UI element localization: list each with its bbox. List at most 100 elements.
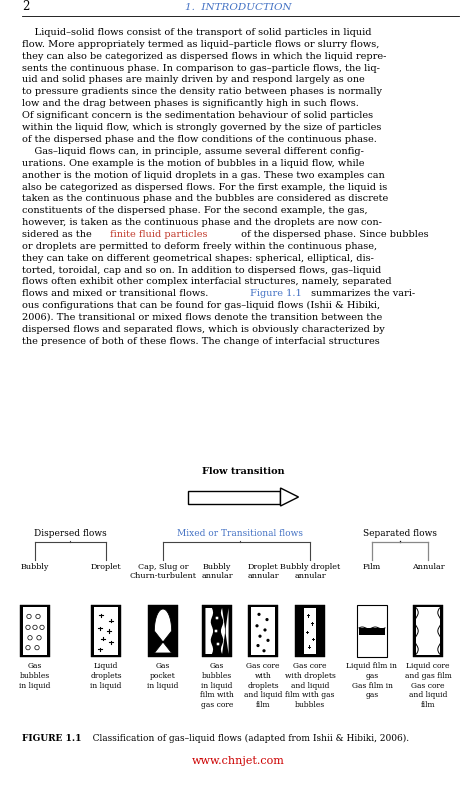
Text: summarizes the vari-: summarizes the vari- <box>307 289 414 298</box>
Text: to pressure gradients since the density ratio between phases is normally: to pressure gradients since the density … <box>22 87 381 96</box>
Text: Dispersed flows: Dispersed flows <box>33 529 106 538</box>
Bar <box>188 490 280 504</box>
Bar <box>201 605 205 657</box>
Bar <box>438 605 442 657</box>
Circle shape <box>215 616 218 620</box>
Text: Gas core
with
droplets
and liquid
film: Gas core with droplets and liquid film <box>243 662 282 709</box>
Text: low and the drag between phases is significantly high in such flows.: low and the drag between phases is signi… <box>22 99 358 108</box>
Text: Gas
bubbles
in liquid
film with
gas core: Gas bubbles in liquid film with gas core <box>199 662 233 709</box>
Text: Liquid
droplets
in liquid: Liquid droplets in liquid <box>90 662 121 690</box>
Bar <box>294 605 298 657</box>
Text: Gas–liquid flows can, in principle, assume several different config-: Gas–liquid flows can, in principle, assu… <box>22 147 363 156</box>
Text: 2: 2 <box>22 0 30 13</box>
Text: Liquid–solid flows consist of the transport of solid particles in liquid: Liquid–solid flows consist of the transp… <box>22 28 371 37</box>
Text: sents the continuous phase. In comparison to gas–particle flows, the liq-: sents the continuous phase. In compariso… <box>22 64 379 72</box>
Circle shape <box>216 642 219 646</box>
Bar <box>298 607 321 655</box>
Bar <box>279 490 280 504</box>
Text: Bubbly: Bubbly <box>21 563 49 571</box>
Polygon shape <box>205 608 213 654</box>
Text: of the dispersed phase. Since bubbles: of the dispersed phase. Since bubbles <box>238 230 427 239</box>
Text: ous configurations that can be found for gas–liquid flows (Ishii & Hibiki,: ous configurations that can be found for… <box>22 301 379 310</box>
Bar <box>412 605 416 657</box>
Circle shape <box>266 639 269 642</box>
Bar <box>91 605 94 657</box>
Polygon shape <box>154 609 171 653</box>
Text: 1.  INTRODUCTION: 1. INTRODUCTION <box>185 3 291 12</box>
Text: Bubbly
annular: Bubbly annular <box>201 563 232 580</box>
Circle shape <box>28 636 32 640</box>
Text: Bubbly droplet
annular: Bubbly droplet annular <box>279 563 339 580</box>
Bar <box>47 605 50 657</box>
Circle shape <box>35 645 39 650</box>
Bar <box>248 605 251 657</box>
Circle shape <box>256 644 259 647</box>
Circle shape <box>257 613 260 616</box>
Bar <box>303 608 316 654</box>
Circle shape <box>265 618 268 621</box>
Text: Figure 1.1: Figure 1.1 <box>249 289 301 298</box>
Text: taken as the continuous phase and the bubbles are considered as discrete: taken as the continuous phase and the bu… <box>22 195 387 203</box>
Text: Gas
pocket
in liquid: Gas pocket in liquid <box>147 662 178 690</box>
Circle shape <box>255 624 258 627</box>
Text: Of significant concern is the sedimentation behaviour of solid particles: Of significant concern is the sedimentat… <box>22 111 372 120</box>
Text: www.chnjet.com: www.chnjet.com <box>192 756 284 766</box>
Text: the presence of both of these flows. The change of interfacial structures: the presence of both of these flows. The… <box>22 336 379 346</box>
Text: Classification of gas–liquid flows (adapted from Ishii & Hibiki, 2006).: Classification of gas–liquid flows (adap… <box>84 734 408 743</box>
Text: 2006). The transitional or mixed flows denote the transition between the: 2006). The transitional or mixed flows d… <box>22 313 381 322</box>
Circle shape <box>37 636 41 640</box>
Text: they can also be categorized as dispersed flows in which the liquid repre-: they can also be categorized as disperse… <box>22 52 386 61</box>
Bar <box>416 607 438 655</box>
Circle shape <box>26 625 30 630</box>
Text: Droplet: Droplet <box>90 563 121 571</box>
Bar <box>148 605 178 657</box>
Text: within the liquid flow, which is strongly governed by the size of particles: within the liquid flow, which is strongl… <box>22 123 381 132</box>
Text: of the dispersed phase and the flow conditions of the continuous phase.: of the dispersed phase and the flow cond… <box>22 135 376 143</box>
Text: they can take on different geometrical shapes: spherical, elliptical, dis-: they can take on different geometrical s… <box>22 254 373 262</box>
Bar <box>91 605 121 657</box>
Circle shape <box>36 614 40 619</box>
Bar <box>20 605 23 657</box>
Bar <box>148 605 151 657</box>
Text: also be categorized as dispersed flows. For the first example, the liquid is: also be categorized as dispersed flows. … <box>22 183 387 191</box>
Circle shape <box>258 634 261 637</box>
Text: Gas core
with droplets
and liquid
film with gas
bubbles: Gas core with droplets and liquid film w… <box>284 662 335 709</box>
Bar <box>356 605 386 657</box>
Text: sidered as the: sidered as the <box>22 230 95 239</box>
Circle shape <box>26 645 30 650</box>
Circle shape <box>27 614 31 619</box>
Circle shape <box>40 625 44 630</box>
Bar <box>205 607 228 655</box>
Circle shape <box>214 629 218 633</box>
Text: Liquid core
and gas film
Gas core
and liquid
film: Liquid core and gas film Gas core and li… <box>404 662 450 709</box>
Text: another is the motion of liquid droplets in a gas. These two examples can: another is the motion of liquid droplets… <box>22 171 384 180</box>
Text: torted, toroidal, cap and so on. In addition to dispersed flows, gas–liquid: torted, toroidal, cap and so on. In addi… <box>22 266 380 274</box>
Circle shape <box>33 625 37 630</box>
Bar <box>117 605 121 657</box>
Text: however, is taken as the continuous phase and the droplets are now con-: however, is taken as the continuous phas… <box>22 218 381 227</box>
Text: Annular: Annular <box>411 563 443 571</box>
Polygon shape <box>280 488 298 506</box>
Text: Film: Film <box>362 563 380 571</box>
Polygon shape <box>220 608 228 654</box>
Text: Liquid film in
gas
Gas film in
gas: Liquid film in gas Gas film in gas <box>346 662 397 700</box>
Text: dispersed flows and separated flows, which is obviously characterized by: dispersed flows and separated flows, whi… <box>22 325 384 334</box>
Bar <box>274 605 278 657</box>
Bar <box>94 607 117 655</box>
Bar <box>228 605 231 657</box>
Text: constituents of the dispersed phase. For the second example, the gas,: constituents of the dispersed phase. For… <box>22 206 367 215</box>
Text: flows and mixed or transitional flows.: flows and mixed or transitional flows. <box>22 289 211 298</box>
Bar <box>321 605 324 657</box>
Text: uid and solid phases are mainly driven by and respond largely as one: uid and solid phases are mainly driven b… <box>22 76 364 84</box>
Bar <box>23 607 47 655</box>
Text: Separated flows: Separated flows <box>362 529 436 538</box>
Text: finite fluid particles: finite fluid particles <box>109 230 207 239</box>
Circle shape <box>263 628 266 631</box>
Bar <box>151 607 174 655</box>
Circle shape <box>262 649 265 652</box>
Text: Droplet
annular: Droplet annular <box>247 563 278 580</box>
Text: or droplets are permitted to deform freely within the continuous phase,: or droplets are permitted to deform free… <box>22 242 377 251</box>
Bar <box>358 628 384 635</box>
Text: urations. One example is the motion of bubbles in a liquid flow, while: urations. One example is the motion of b… <box>22 159 364 168</box>
Text: FIGURE 1.1: FIGURE 1.1 <box>22 734 81 743</box>
